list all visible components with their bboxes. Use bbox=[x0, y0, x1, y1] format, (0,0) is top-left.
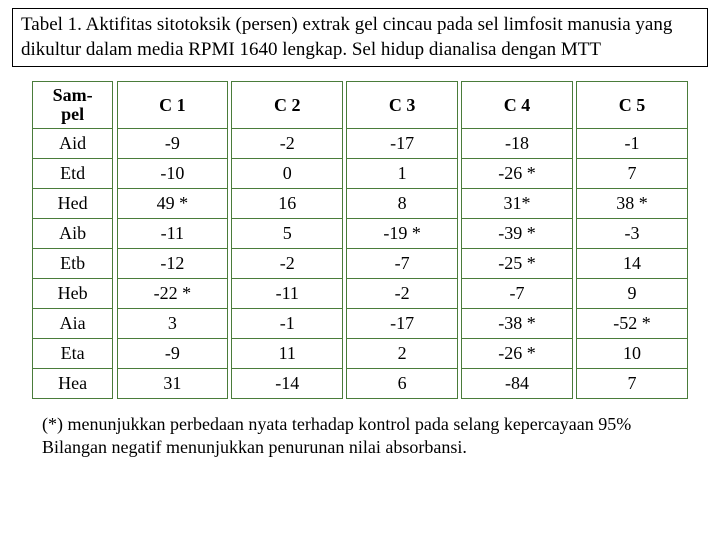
table-cell: 31* bbox=[466, 189, 568, 219]
col-header-sample: Sam- pel bbox=[37, 82, 109, 129]
table-cell: -17 bbox=[351, 309, 453, 339]
row-sample-label: Aib bbox=[37, 219, 109, 249]
table-cell: 0 bbox=[236, 159, 338, 189]
table-cell: -2 bbox=[236, 129, 338, 159]
table-cell: -7 bbox=[466, 279, 568, 309]
table-cell: -38 * bbox=[466, 309, 568, 339]
table-cell: -39 * bbox=[466, 219, 568, 249]
row-sample-label: Hed bbox=[37, 189, 109, 219]
footnote-line-1: (*) menunjukkan perbedaan nyata terhadap… bbox=[42, 414, 631, 434]
table-cell: -1 bbox=[236, 309, 338, 339]
table-cell: -11 bbox=[121, 219, 223, 249]
table-row: Etb -12 -2 -7 -25 * 14 bbox=[33, 249, 688, 279]
table-row: Hed 49 * 16 8 31* 38 * bbox=[33, 189, 688, 219]
table-cell: 6 bbox=[351, 369, 453, 399]
table-cell: 16 bbox=[236, 189, 338, 219]
table-cell: -18 bbox=[466, 129, 568, 159]
table-cell: -9 bbox=[121, 339, 223, 369]
table-row: Eta -9 11 2 -26 * 10 bbox=[33, 339, 688, 369]
table-cell: -26 * bbox=[466, 159, 568, 189]
row-sample-label: Hea bbox=[37, 369, 109, 399]
table-row: Etd -10 01 -26 * 7 bbox=[33, 159, 688, 189]
table-cell: 7 bbox=[581, 159, 683, 189]
table-cell: -2 bbox=[236, 249, 338, 279]
table-cell: 38 * bbox=[581, 189, 683, 219]
row-sample-label: Etd bbox=[37, 159, 109, 189]
table-cell: -10 bbox=[121, 159, 223, 189]
table-cell: -25 * bbox=[466, 249, 568, 279]
table-cell: -12 bbox=[121, 249, 223, 279]
data-table: Sam- pelC 1C 2C 3C 4C 5Aid-9-2-17-18-1Et… bbox=[32, 81, 688, 399]
row-sample-label: Etb bbox=[37, 249, 109, 279]
row-sample-label: Eta bbox=[37, 339, 109, 369]
table-caption: Tabel 1. Aktifitas sitotoksik (persen) e… bbox=[12, 8, 708, 67]
table-row: Hea 31 -14 6 -84 7 bbox=[33, 369, 688, 399]
table-cell: 2 bbox=[351, 339, 453, 369]
table-cell: 5 bbox=[236, 219, 338, 249]
table-cell: 9 bbox=[581, 279, 683, 309]
table-cell: -17 bbox=[351, 129, 453, 159]
row-sample-label: Heb bbox=[37, 279, 109, 309]
table-cell: -14 bbox=[236, 369, 338, 399]
col-header: C 2 bbox=[236, 82, 338, 129]
table-cell: -26 * bbox=[466, 339, 568, 369]
row-sample-label: Aia bbox=[37, 309, 109, 339]
col-header: C 1 bbox=[121, 82, 223, 129]
table-cell: 7 bbox=[581, 369, 683, 399]
table-cell: 10 bbox=[581, 339, 683, 369]
footnote-line-2: Bilangan negatif menunjukkan penurunan n… bbox=[42, 437, 467, 457]
table-cell: -22 * bbox=[121, 279, 223, 309]
table-footnote: (*) menunjukkan perbedaan nyata terhadap… bbox=[42, 413, 688, 458]
table-cell: -9 bbox=[121, 129, 223, 159]
table-cell: -52 * bbox=[581, 309, 683, 339]
table-cell: -2 bbox=[351, 279, 453, 309]
table-cell: 14 bbox=[581, 249, 683, 279]
table-cell: -1 bbox=[581, 129, 683, 159]
row-sample-label: Aid bbox=[37, 129, 109, 159]
col-header: C 5 bbox=[581, 82, 683, 129]
table-cell: -3 bbox=[581, 219, 683, 249]
table-row: Aid -9 -2 -17 -18 -1 bbox=[33, 129, 688, 159]
table-cell: 1 bbox=[351, 159, 453, 189]
table-row: Aib -11 5 -19 * -39 * -3 bbox=[33, 219, 688, 249]
table-cell: -7 bbox=[351, 249, 453, 279]
table-cell: 3 bbox=[121, 309, 223, 339]
data-table-wrap: Sam- pelC 1C 2C 3C 4C 5Aid-9-2-17-18-1Et… bbox=[32, 81, 688, 399]
table-cell: -19 * bbox=[351, 219, 453, 249]
table-cell: -84 bbox=[466, 369, 568, 399]
table-row: Heb -22 * -11 -2 -7 9 bbox=[33, 279, 688, 309]
table-cell: 31 bbox=[121, 369, 223, 399]
col-header: C 4 bbox=[466, 82, 568, 129]
table-row: Aia 3 -1 -17 -38 * -52 * bbox=[33, 309, 688, 339]
col-header: C 3 bbox=[351, 82, 453, 129]
table-cell: 8 bbox=[351, 189, 453, 219]
table-cell: 11 bbox=[236, 339, 338, 369]
table-cell: -11 bbox=[236, 279, 338, 309]
table-header-row: Sam- pel C 1 C 2 C 3 C 4 C 5 bbox=[33, 82, 688, 129]
table-cell: 49 * bbox=[121, 189, 223, 219]
